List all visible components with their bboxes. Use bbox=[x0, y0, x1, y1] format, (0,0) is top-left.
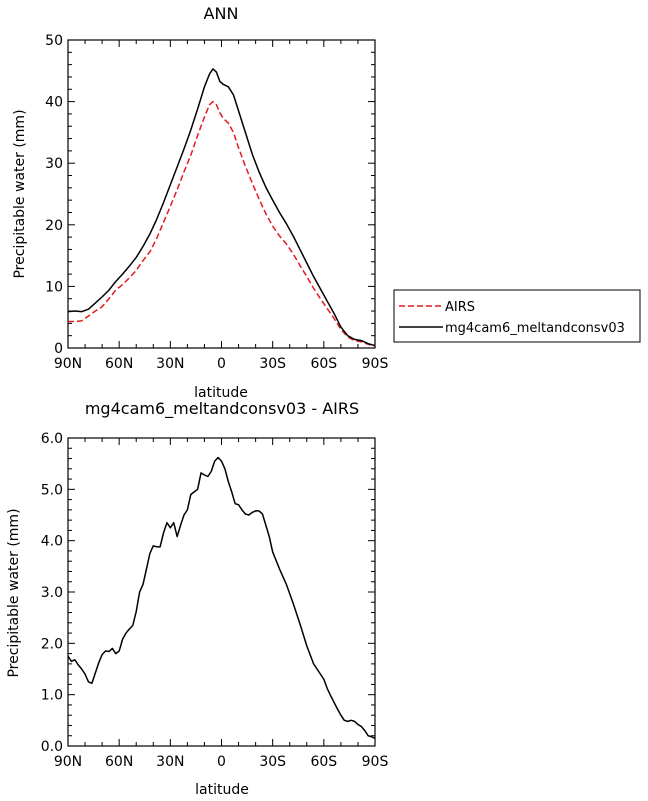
chart-top-legend: AIRS mg4cam6_meltandconsv03 bbox=[393, 289, 641, 343]
chart-bottom-y-tick-label: 4.0 bbox=[41, 534, 63, 550]
chart-bottom-x-tick-label: 30S bbox=[259, 754, 286, 770]
legend-box bbox=[393, 289, 641, 343]
chart-bottom-y-tick-label: 0.0 bbox=[41, 739, 63, 755]
chart-top-x-tick-label: 60S bbox=[310, 356, 337, 372]
chart-bottom-y-tick-label: 1.0 bbox=[41, 688, 63, 704]
chart-bottom-y-axis-title: Precipitable water (mm) bbox=[6, 508, 22, 677]
chart-top-x-axis-title: latitude bbox=[194, 385, 248, 401]
chart-bottom-series-0-line bbox=[67, 456, 376, 739]
chart-bottom-x-tick-label: 90N bbox=[54, 754, 82, 770]
chart-top-series-1-line bbox=[67, 68, 376, 347]
legend-label-model: mg4cam6_meltandconsv03 bbox=[445, 321, 625, 336]
chart-bottom-x-tick-label: 60N bbox=[105, 754, 133, 770]
chart-bottom: mg4cam6_meltandconsv03 - AIRS 90N 60N 30N 0… bbox=[6, 399, 388, 798]
chart-top-x-tick-label: 0 bbox=[217, 356, 226, 372]
chart-top: ANN 90N 60N 30N 0 30S 60S 90S 0 10 20 30 40 50 latit… bbox=[12, 4, 641, 401]
chart-top-y-axis-title: Precipitable water (mm) bbox=[12, 109, 28, 278]
chart-bottom-y-tick-label: 6.0 bbox=[41, 431, 63, 447]
chart-top-y-tick-label: 20 bbox=[45, 218, 63, 234]
chart-top-x-tick-label: 30N bbox=[156, 356, 184, 372]
chart-top-plot-area: 90N 60N 30N 0 30S 60S 90S 0 10 20 30 40 50 bbox=[45, 33, 388, 372]
chart-top-x-tick-label: 60N bbox=[105, 356, 133, 372]
chart-top-x-tick-label: 90S bbox=[362, 356, 389, 372]
chart-top-series-0-line bbox=[68, 100, 376, 347]
chart-bottom-title: mg4cam6_meltandconsv03 - AIRS bbox=[85, 399, 359, 419]
chart-top-title: ANN bbox=[204, 4, 239, 23]
chart-top-y-tick-label: 40 bbox=[45, 95, 63, 111]
chart-bottom-x-tick-label: 90S bbox=[362, 754, 389, 770]
chart-bottom-plot-area: 90N 60N 30N 0 30S 60S 90S 0.0 1.0 2.0 3.0 4.0 5.0 6.0 bbox=[41, 431, 389, 770]
chart-top-x-tick-label: 90N bbox=[54, 356, 82, 372]
chart-bottom-x-axis-title: latitude bbox=[195, 782, 249, 798]
chart-top-y-tick-label: 50 bbox=[45, 33, 63, 49]
chart-top-frame bbox=[67, 39, 376, 349]
legend-label-airs: AIRS bbox=[445, 300, 475, 315]
chart-top-y-tick-label: 30 bbox=[45, 156, 63, 172]
chart-bottom-y-tick-label: 3.0 bbox=[41, 585, 63, 601]
chart-top-x-tick-label: 30S bbox=[259, 356, 286, 372]
chart-bottom-x-tick-label: 30N bbox=[156, 754, 184, 770]
chart-top-y-tick-label: 0 bbox=[54, 341, 63, 357]
chart-bottom-y-tick-label: 5.0 bbox=[41, 482, 63, 498]
chart-bottom-frame bbox=[67, 437, 376, 747]
chart-bottom-x-tick-label: 60S bbox=[310, 754, 337, 770]
chart-top-y-tick-label: 10 bbox=[45, 279, 63, 295]
chart-bottom-y-tick-label: 2.0 bbox=[41, 636, 63, 652]
chart-bottom-x-tick-label: 0 bbox=[217, 754, 226, 770]
